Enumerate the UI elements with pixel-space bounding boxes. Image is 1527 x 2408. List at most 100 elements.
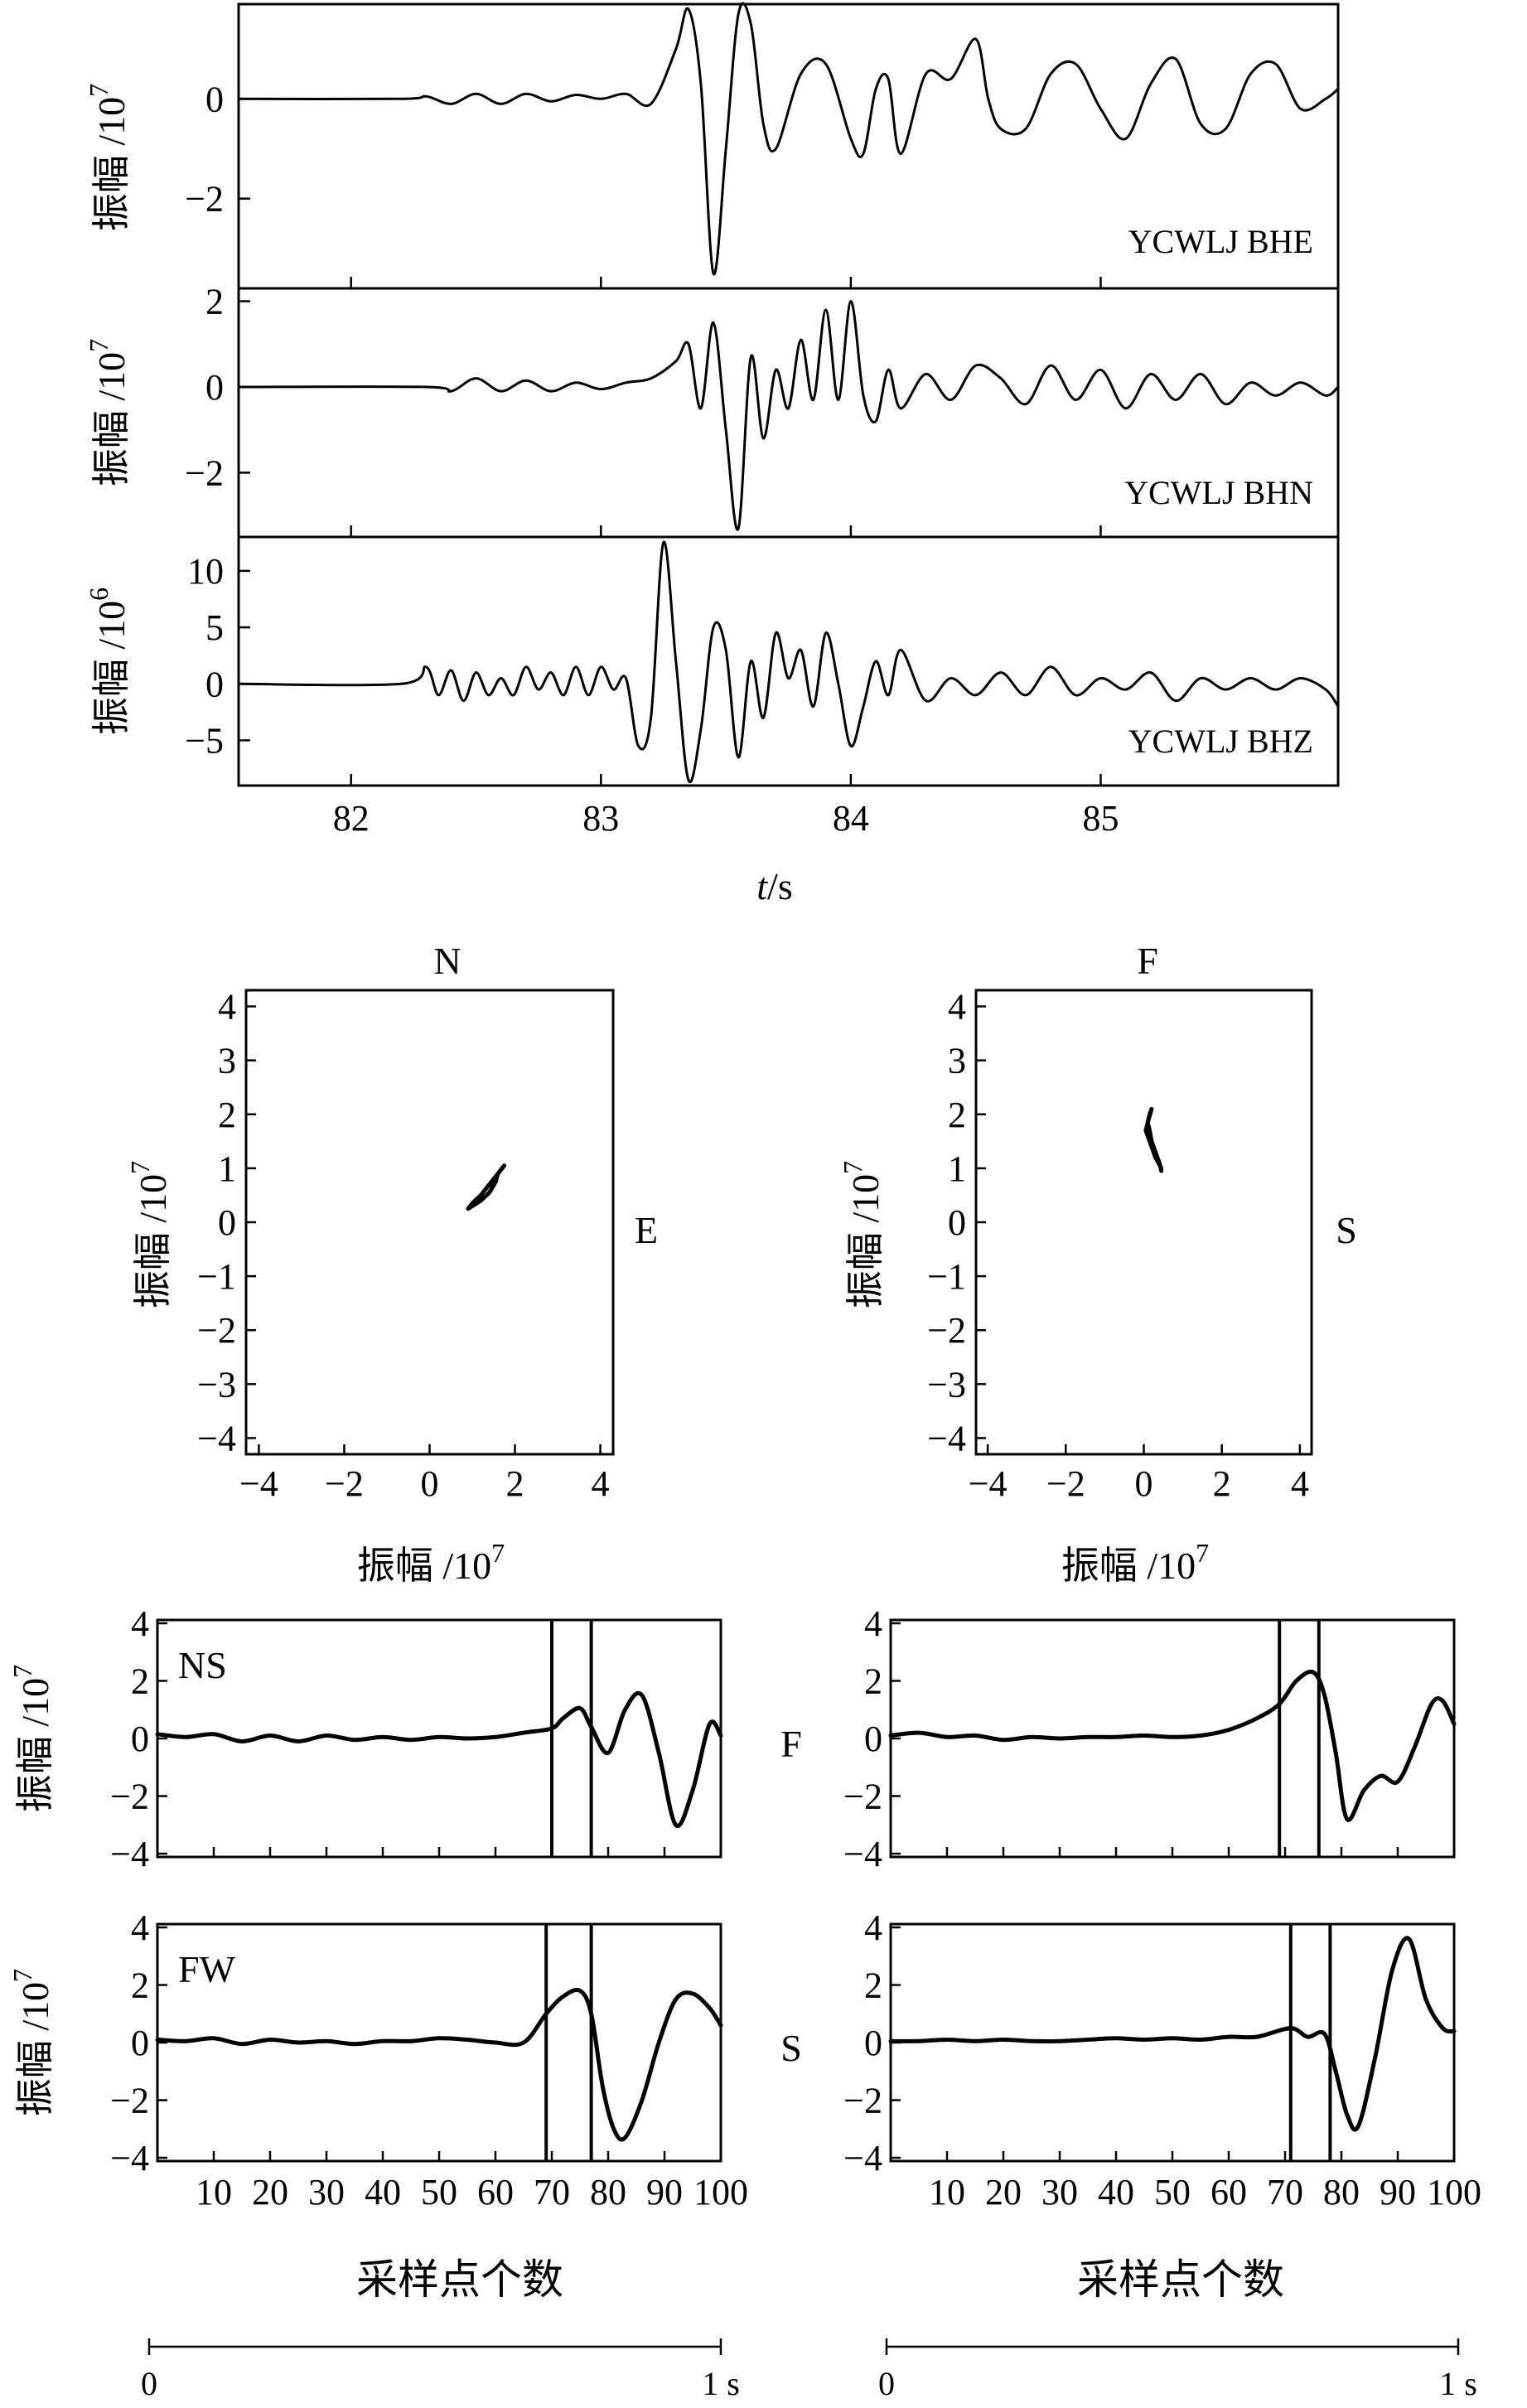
x-tick-label: 60 (477, 2172, 514, 2212)
y-axis-label-fw: 振幅 /107 (7, 1969, 56, 2116)
subplot-label-ns: NS (178, 1644, 227, 1686)
particle-motion-panels: −4 −3 −2 −1 0 1 2 3 4 −4 −2 0 2 4 −4 −3 −2 −1 0 1 2 3 4 −4 −2 0 2 4… (125, 940, 1357, 1587)
x-tick-label: 50 (421, 2172, 457, 2212)
x-tick-label: 20 (985, 2172, 1022, 2212)
y-tick-label: 1 (218, 1148, 236, 1189)
x-tick-label: 90 (646, 2172, 683, 2212)
y-tick-label: −1 (197, 1256, 236, 1297)
y-axis-label-particle-left: 振幅 /107 (125, 1161, 174, 1308)
waveform-bhz-frame (237, 535, 1340, 787)
y-tick-label: 4 (131, 1908, 149, 1948)
y-tick-label: −2 (197, 1310, 236, 1351)
scale-bar-right-end-label: 1 s (1439, 2365, 1477, 2402)
y-tick-label: 2 (131, 1966, 149, 2006)
scale-bar-left-end-label: 1 s (702, 2365, 740, 2402)
y-tick-label: 0 (205, 367, 224, 408)
y-tick-label: −2 (185, 452, 224, 493)
x-tick-label: 30 (308, 2172, 345, 2212)
y-axis-label-ns: 振幅 /107 (7, 1665, 56, 1812)
y-tick-label: 0 (864, 2023, 882, 2063)
x-tick-label: 2 (506, 1463, 524, 1504)
particle-frame-right (974, 989, 1313, 1456)
x-tick-label: −2 (325, 1463, 364, 1504)
y-tick-label: −2 (927, 1310, 966, 1351)
x-tick-label: 90 (1380, 2172, 1416, 2212)
x-axis-label-time: t/s (756, 865, 792, 907)
particle-trace-left (466, 1163, 507, 1211)
x-tick-label: 100 (1427, 2172, 1481, 2212)
window-trace-line (888, 1936, 1457, 2132)
particle-frame-left (244, 989, 615, 1456)
x-tick-label: −4 (239, 1463, 278, 1504)
x-tick-label: 83 (582, 798, 619, 839)
y-axis-label-particle-right: 振幅 /107 (838, 1161, 887, 1308)
x-tick-label: 20 (252, 2172, 288, 2212)
x-tick-label: 85 (1082, 798, 1119, 839)
x-tick-label: 10 (929, 2172, 965, 2212)
panel-label-s: S (1336, 1209, 1357, 1251)
y-axis-label-bhn: 振幅 /107 (84, 339, 133, 486)
x-tick-label: 0 (1135, 1463, 1153, 1504)
x-tick-label: 0 (421, 1463, 439, 1504)
x-tick-label: 40 (1098, 2172, 1134, 2212)
y-tick-label: 2 (131, 1661, 149, 1702)
series-label-bhn: YCWLJ BHN (1124, 474, 1313, 511)
x-tick-label: 80 (1323, 2172, 1360, 2212)
x-tick-label: 30 (1041, 2172, 1078, 2212)
y-tick-label: −1 (927, 1256, 966, 1297)
y-tick-label: 2 (218, 1095, 236, 1135)
y-tick-label: 2 (864, 1661, 882, 1702)
x-tick-label: 84 (833, 798, 869, 839)
scale-bar-left-start-label: 0 (141, 2365, 157, 2402)
y-tick-label: 4 (131, 1603, 149, 1644)
y-tick-label: −2 (843, 1777, 882, 1817)
y-tick-label: −4 (110, 1834, 149, 1874)
y-tick-label: 1 (948, 1148, 966, 1189)
window-trace-line (155, 1690, 723, 1828)
series-label-bhe: YCWLJ BHE (1128, 223, 1313, 260)
y-tick-label: −2 (185, 179, 224, 220)
window-trace-line (888, 1669, 1457, 1822)
x-tick-label: 60 (1210, 2172, 1247, 2212)
y-tick-label: 10 (187, 551, 224, 592)
y-tick-label: 4 (864, 1908, 882, 1948)
y-tick-label: −4 (843, 1834, 882, 1874)
series-line-bhn (238, 299, 1340, 531)
x-axis-label-samples-left: 采样点个数 (356, 2256, 563, 2303)
y-tick-label: −4 (927, 1418, 966, 1458)
y-tick-label: 2 (948, 1095, 966, 1135)
x-tick-label: −2 (1046, 1463, 1085, 1504)
x-tick-label: 4 (1291, 1463, 1309, 1504)
y-tick-label: 0 (218, 1202, 236, 1243)
x-axis-label-samples-right: 采样点个数 (1077, 2256, 1284, 2303)
window-trace-line (155, 1987, 723, 2142)
waveform-panels: 0 −2 2 0 −2 10 5 0 −5 82 83 84 85 YCWLJ BHE YCWLJ BH… (84, 2, 1340, 907)
y-tick-label: −3 (927, 1364, 966, 1405)
y-tick-label: −2 (843, 2081, 882, 2121)
y-tick-label: −4 (843, 2138, 882, 2178)
y-tick-label: −2 (110, 2081, 149, 2121)
y-tick-label: −2 (110, 1777, 149, 1817)
y-tick-label: 0 (131, 2023, 149, 2063)
y-tick-label: −3 (197, 1364, 236, 1405)
y-tick-label: 0 (948, 1202, 966, 1243)
y-axis-label-bhe: 振幅 /107 (84, 84, 133, 231)
panel-label-f: F (1137, 940, 1158, 982)
subplot-label-fw: FW (178, 1948, 236, 1990)
y-axis-label-bhz: 振幅 /106 (84, 587, 133, 735)
x-tick-label: 2 (1213, 1463, 1231, 1504)
x-tick-label: 70 (1267, 2172, 1303, 2212)
series-label-bhz: YCWLJ BHZ (1128, 723, 1313, 760)
y-tick-label: 0 (205, 664, 224, 704)
x-tick-label: 80 (590, 2172, 626, 2212)
y-tick-label: 4 (948, 987, 966, 1028)
y-tick-label: 4 (218, 987, 236, 1028)
series-line-bhe (238, 2, 1339, 276)
x-tick-label: 82 (333, 798, 370, 839)
panel-label-n: N (433, 940, 461, 982)
y-tick-label: 3 (218, 1041, 236, 1081)
y-tick-label: −4 (197, 1418, 236, 1458)
x-tick-label: −4 (969, 1463, 1008, 1504)
